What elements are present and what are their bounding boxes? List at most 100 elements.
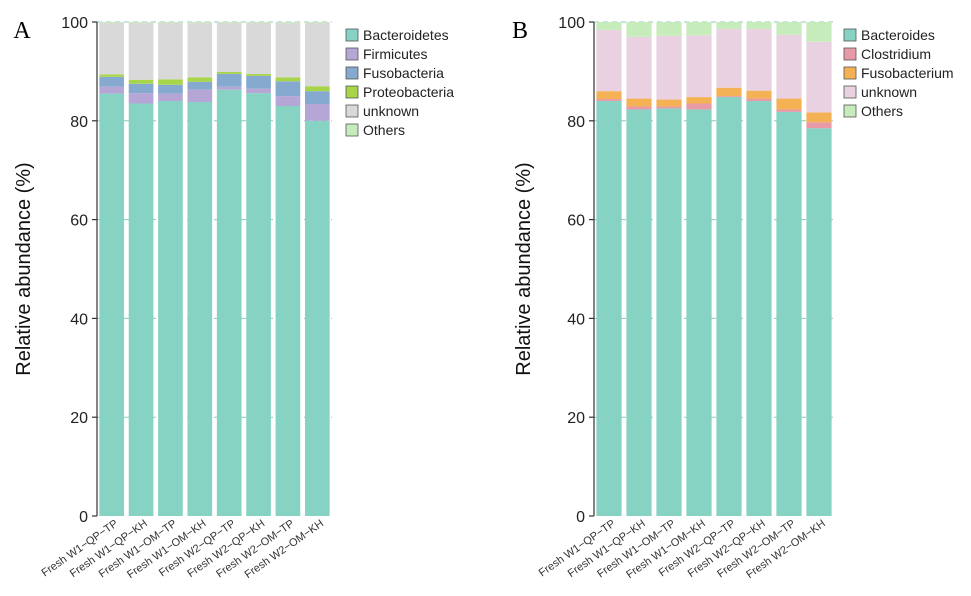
bar-segment [128,93,154,104]
panel-label-b: B [512,18,528,44]
bar-segment [596,29,622,92]
bar-segment [275,81,301,97]
bar-segment [656,22,682,36]
bar-segment [128,22,154,23]
y-tick-label: 60 [567,213,585,230]
bar-segment [746,98,772,102]
legend-label: unknown [861,84,917,100]
legend-label: Fusobacteria [363,65,444,81]
bar-segment [746,22,772,29]
bar-segment [776,34,802,99]
bar-segment [99,22,125,23]
legend-swatch [345,47,359,61]
bar-segment [776,22,802,35]
bar-segment [99,86,125,94]
bar-segment [216,73,242,87]
bar-segment [275,22,301,78]
legend-label: Bacteroides [861,27,935,43]
bar-segment [746,101,772,516]
bar-segment [304,104,330,121]
bar-segment [216,22,242,23]
bar-segment [158,22,183,23]
bar-segment [686,35,712,98]
legend-swatch [843,28,857,42]
bar-segment [99,76,125,87]
bar-segment [128,79,154,84]
bar-segment [716,28,742,88]
legend-swatch [843,66,857,80]
legend-label: Others [861,103,903,119]
legend-swatch [843,104,857,118]
legend-swatch [345,66,359,80]
bar-segment [776,109,802,112]
y-tick-label: 40 [567,311,585,328]
legend-label: Proteobacteria [363,84,454,100]
legend-label: Others [363,122,405,138]
bar-segment [246,22,271,23]
bar-segment [626,36,652,99]
bar-segment [596,101,622,516]
bar-segment [806,22,832,42]
bar-segment [746,28,772,91]
y-tick-label: 80 [70,114,88,131]
bar-segment [216,71,242,74]
legend-swatch [843,47,857,61]
bar-segment [275,22,301,23]
bar-segment [128,83,154,94]
y-tick-label: 0 [576,509,585,526]
bar-segment [626,109,652,517]
y-axis-title: Relative abundance (%) [13,162,35,375]
bar-segment [626,98,652,107]
bar-segment [187,102,213,516]
bar-segment [158,22,183,80]
bar-segment [187,22,213,78]
bar-segment [806,122,832,129]
bar-segment [158,101,183,516]
legend-label: Fusobacterium [861,65,954,81]
bar-segment [686,103,712,110]
bar-segment [246,93,271,517]
legend-swatch [843,85,857,99]
bar-segment [246,75,271,89]
legend-label: Clostridium [861,46,931,62]
panel-label-a: A [13,18,31,44]
bar-segment [776,111,802,517]
bar-segment [158,79,183,85]
bar-segment [776,98,802,110]
y-tick-label: 20 [70,410,88,427]
bar-segment [216,86,242,90]
bar-segment [746,90,772,99]
bar-segment [187,89,213,103]
bar-segment [246,73,271,76]
bar-segment [686,97,712,104]
bar-segment [304,22,330,87]
bar-segment [128,103,154,516]
bar-segment [128,22,154,80]
y-tick-label: 40 [70,311,88,328]
bar-segment [656,106,682,109]
bar-segment [716,22,742,29]
bar-segment [806,41,832,113]
bar-segment [304,22,330,23]
bar-segment [216,22,242,72]
bar-segment [596,22,622,30]
bar-segment [686,109,712,517]
bar-segment [626,22,652,37]
bar-segment [246,22,271,74]
bar-segment [806,112,832,123]
bar-segment [806,128,832,516]
bar-segment [187,81,213,90]
legend-label: Firmicutes [363,46,428,62]
bar-segment [187,22,213,23]
bar-segment [304,86,330,92]
bar-segment [304,91,330,105]
bar-segment [716,97,742,516]
bar-segment [304,120,330,517]
legend-swatch [345,85,359,99]
bar-segment [716,87,742,97]
bar-segment [158,93,183,102]
bar-segment [596,99,622,102]
